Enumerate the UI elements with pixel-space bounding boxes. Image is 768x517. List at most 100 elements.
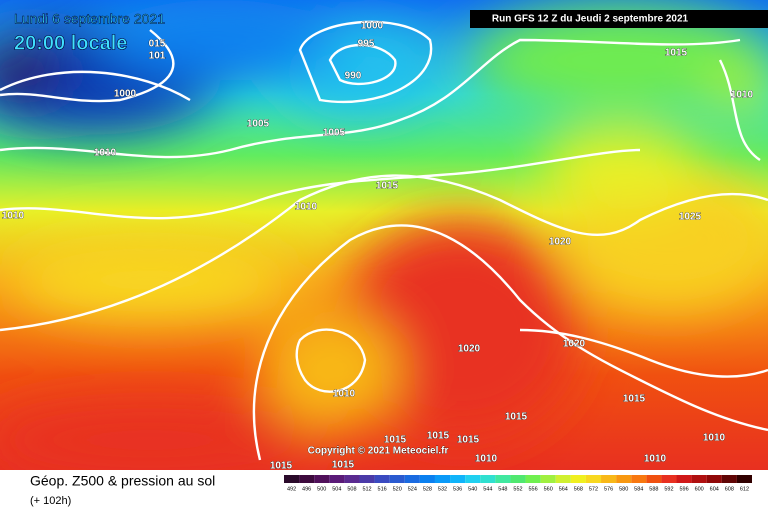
legend-label: 492 xyxy=(287,486,296,492)
isobar-label: 1010 xyxy=(333,389,356,400)
legend-cell xyxy=(344,475,360,483)
copyright: Copyright © 2021 Meteociel.fr xyxy=(308,446,449,457)
isobar-label: 1015 xyxy=(665,48,688,59)
isobar-label: 1015 xyxy=(376,181,399,192)
isobar-label: 1015 xyxy=(457,435,480,446)
legend-label: 552 xyxy=(513,486,522,492)
isobar-label: 1015 xyxy=(427,431,450,442)
legend-label: 512 xyxy=(362,486,371,492)
legend-label: 608 xyxy=(725,486,734,492)
legend-cell xyxy=(404,475,420,483)
isobar-label: 1010 xyxy=(731,90,754,101)
legend-label: 612 xyxy=(740,486,749,492)
legend-cell xyxy=(525,475,541,483)
legend-cell xyxy=(434,475,451,483)
date-label: Lundi 6 septembre 2021 xyxy=(14,11,165,27)
legend-label: 600 xyxy=(695,486,704,492)
legend-cell xyxy=(555,475,571,483)
legend-cell xyxy=(706,475,722,483)
legend-cell xyxy=(691,475,707,483)
isobar-label: 1015 xyxy=(623,394,646,405)
legend-cell xyxy=(540,475,556,483)
legend-cell xyxy=(450,475,466,483)
legend-label: 548 xyxy=(498,486,507,492)
legend-label: 540 xyxy=(468,486,477,492)
isobar-label: 1010 xyxy=(703,433,726,444)
legend-label: 572 xyxy=(589,486,598,492)
legend-cell xyxy=(329,475,345,483)
legend-label: 584 xyxy=(634,486,643,492)
legend-cell xyxy=(510,475,526,483)
isobar-label: 1010 xyxy=(644,454,667,465)
legend-label: 500 xyxy=(317,486,326,492)
isobar-label: 990 xyxy=(345,71,362,82)
legend-label: 604 xyxy=(710,486,719,492)
field xyxy=(0,0,768,470)
legend-cell xyxy=(631,475,647,483)
legend-cell xyxy=(661,475,677,483)
isobar-label: 995 xyxy=(358,39,375,50)
legend-cell xyxy=(721,475,737,483)
isobar-label: 1025 xyxy=(679,212,702,223)
legend-cell xyxy=(736,475,752,483)
legend-label: 544 xyxy=(483,486,492,492)
legend-cell xyxy=(646,475,662,483)
legend-cell xyxy=(374,475,390,483)
isobar-label: 015 xyxy=(149,39,166,50)
isobar-label: 1005 xyxy=(247,119,270,130)
isobar-label: 1005 xyxy=(323,128,346,139)
legend-label: 556 xyxy=(529,486,538,492)
isobar-label: 1015 xyxy=(505,412,528,423)
footer-lead: (+ 102h) xyxy=(30,495,71,507)
legend-label: 508 xyxy=(347,486,356,492)
legend-label: 496 xyxy=(302,486,311,492)
legend-cell xyxy=(419,475,435,483)
isobar-label: 1010 xyxy=(295,202,318,213)
legend-cell xyxy=(585,475,602,483)
legend-cell xyxy=(676,475,692,483)
isobar-label: 101 xyxy=(149,51,166,62)
legend-label: 580 xyxy=(619,486,628,492)
isobar-label: 1015 xyxy=(270,461,293,472)
legend-label: 596 xyxy=(679,486,688,492)
isobar-label: 1020 xyxy=(563,339,586,350)
legend-cell xyxy=(616,475,632,483)
isobar-label: 1010 xyxy=(94,148,117,159)
isobar-label: 1010 xyxy=(475,454,498,465)
isobar-label: 1020 xyxy=(549,237,572,248)
legend-label: 568 xyxy=(574,486,583,492)
run-box xyxy=(470,10,768,28)
isobar-label: 1015 xyxy=(332,460,355,471)
isobar-label: 1010 xyxy=(2,211,25,222)
legend-cell xyxy=(359,475,375,483)
legend-cell xyxy=(299,475,315,483)
legend-label: 520 xyxy=(393,486,402,492)
legend-cell xyxy=(465,475,481,483)
isobar-label: 1000 xyxy=(361,21,384,32)
legend-cell xyxy=(389,475,405,483)
isobar-label: 1015 xyxy=(384,435,407,446)
legend-label: 536 xyxy=(453,486,462,492)
legend-label: 528 xyxy=(423,486,432,492)
time-label: 20:00 locale xyxy=(14,32,127,54)
legend-cell xyxy=(601,475,617,483)
legend-cell xyxy=(284,475,300,483)
legend-label: 560 xyxy=(544,486,553,492)
legend-cell xyxy=(480,475,496,483)
legend-label: 504 xyxy=(332,486,341,492)
run-label: Run GFS 12 Z du Jeudi 2 septembre 2021 xyxy=(492,14,689,25)
legend-cell xyxy=(570,475,586,483)
legend-label: 564 xyxy=(559,486,568,492)
legend-label: 516 xyxy=(378,486,387,492)
isobar-label: 1000 xyxy=(114,89,137,100)
legend-label: 588 xyxy=(649,486,658,492)
legend-label: 524 xyxy=(408,486,417,492)
legend-label: 592 xyxy=(664,486,673,492)
legend-cell xyxy=(495,475,511,483)
legend-cell xyxy=(314,475,330,483)
isobar-label: 1020 xyxy=(458,344,481,355)
legend-label: 532 xyxy=(438,486,447,492)
footer-title: Géop. Z500 & pression au sol xyxy=(30,473,215,489)
